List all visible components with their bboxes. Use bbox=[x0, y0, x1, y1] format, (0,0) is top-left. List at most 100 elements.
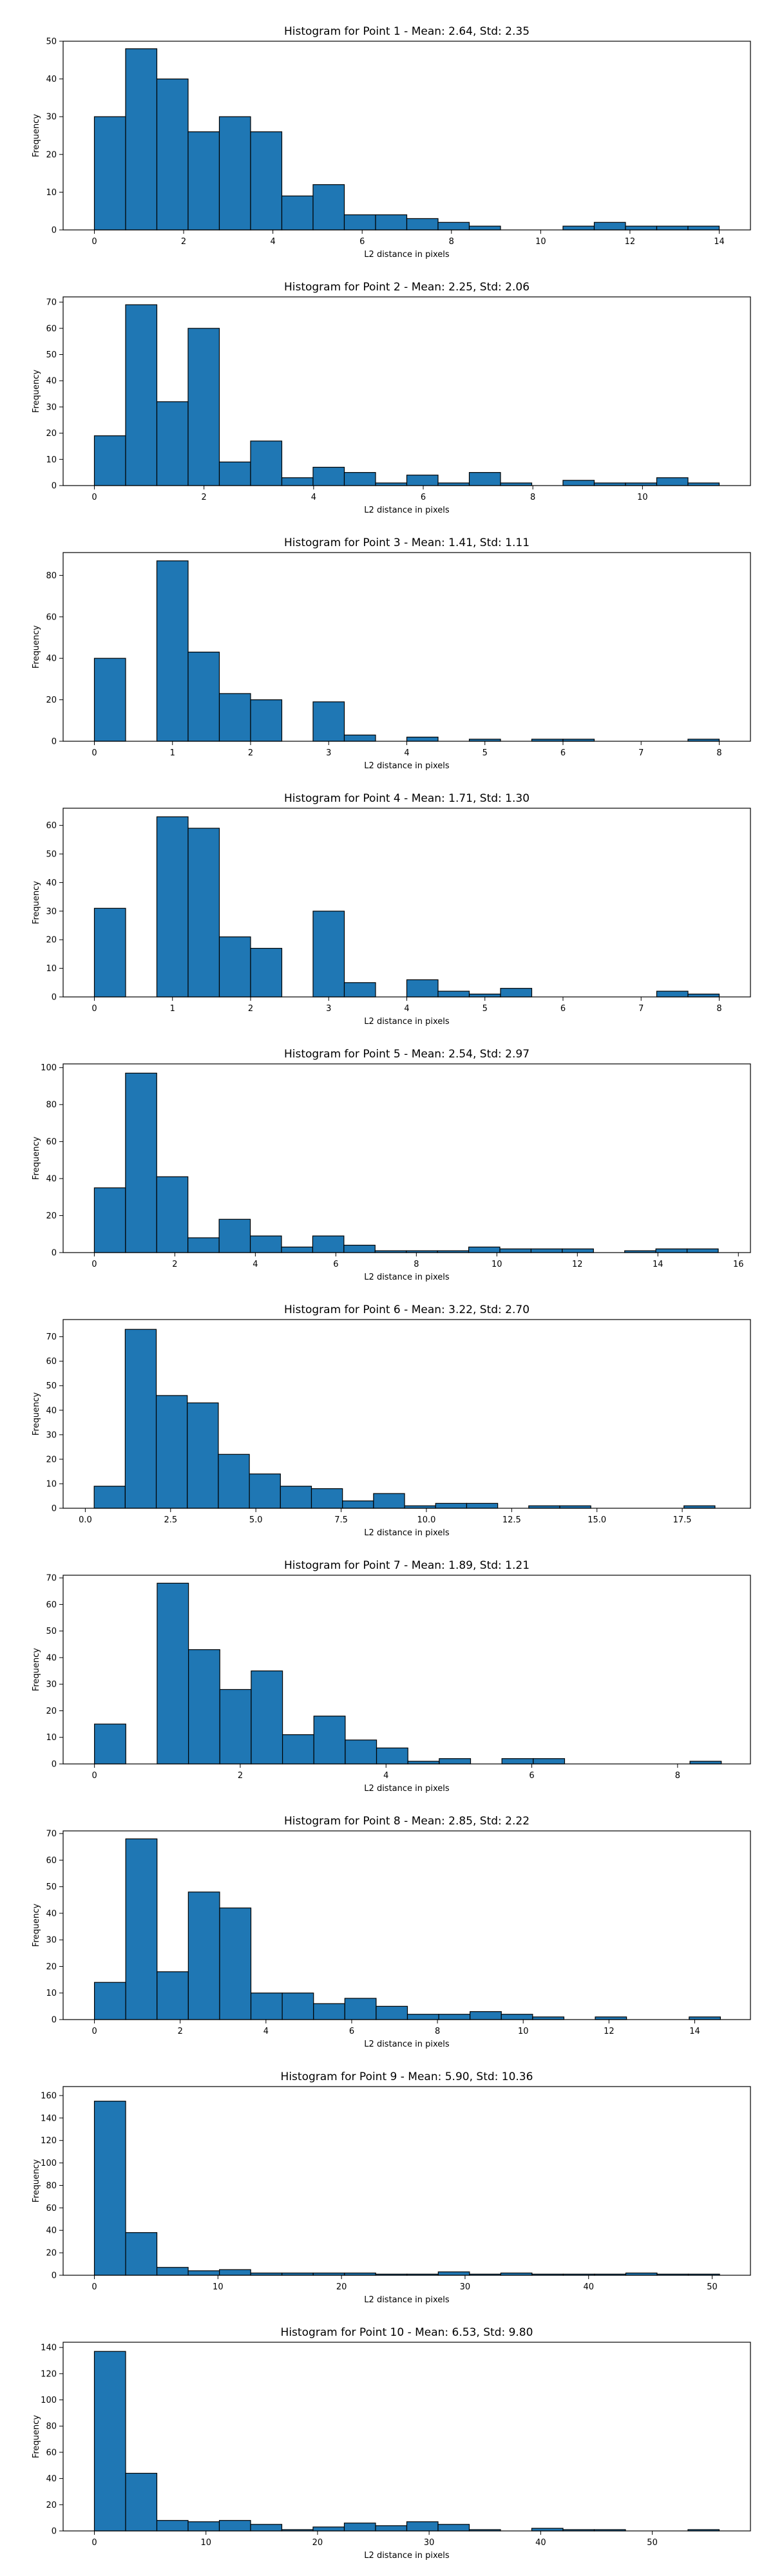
histogram-bar bbox=[532, 2016, 565, 2020]
histogram-bar bbox=[375, 2525, 408, 2532]
y-tick-label: 0 bbox=[52, 1249, 57, 1258]
histogram-bar bbox=[125, 2472, 158, 2532]
x-axis-label: L2 distance in pixels bbox=[364, 2551, 450, 2561]
histogram-bar bbox=[187, 1891, 220, 2020]
x-tick-label: 4 bbox=[383, 1771, 388, 1781]
histogram-bar bbox=[468, 225, 501, 231]
y-tick-label: 40 bbox=[46, 1406, 57, 1416]
x-axis-label: L2 distance in pixels bbox=[364, 1784, 450, 1794]
histogram-bar bbox=[438, 2014, 471, 2020]
histogram-bar bbox=[188, 1649, 220, 1765]
y-tick-label: 100 bbox=[41, 1063, 57, 1073]
y-tick-label: 60 bbox=[46, 2448, 57, 2458]
histogram-bar bbox=[281, 195, 314, 231]
y-tick-label: 50 bbox=[46, 1381, 57, 1391]
histogram-bar bbox=[187, 1237, 220, 1253]
histogram-bar bbox=[219, 2269, 251, 2276]
y-axis-ticks: 0 10 20 30 40 50 60 70 bbox=[46, 298, 63, 491]
histogram-bar bbox=[437, 482, 470, 486]
x-tick-label: 0 bbox=[91, 748, 97, 758]
x-axis-label: L2 distance in pixels bbox=[364, 2040, 450, 2049]
histogram-bar bbox=[187, 828, 220, 998]
y-tick-label: 0 bbox=[52, 737, 57, 747]
x-tick-label: 8 bbox=[435, 2027, 440, 2036]
histogram-bar bbox=[312, 184, 345, 231]
y-axis-label: Frequency bbox=[32, 114, 41, 157]
histogram-bar bbox=[125, 1072, 157, 1253]
y-tick-label: 0 bbox=[52, 993, 57, 1003]
x-tick-label: 12.5 bbox=[502, 1515, 521, 1525]
histogram-bar bbox=[93, 658, 126, 742]
y-axis-label: Frequency bbox=[32, 2415, 41, 2458]
x-tick-label: 30 bbox=[460, 2282, 471, 2292]
x-axis-ticks: 0 10 20 30 40 50 bbox=[91, 2275, 718, 2292]
histogram-bar bbox=[625, 482, 658, 486]
x-tick-label: 0 bbox=[91, 2282, 97, 2292]
histogram-bar bbox=[218, 936, 251, 998]
histogram-bar bbox=[93, 1982, 126, 2020]
histogram-bar bbox=[655, 1248, 688, 1253]
x-tick-label: 4 bbox=[404, 1004, 409, 1014]
x-tick-label: 8 bbox=[414, 1260, 419, 1269]
chart-title: Histogram for Point 10 - Mean: 6.53, Std… bbox=[281, 2326, 533, 2339]
x-tick-label: 6 bbox=[421, 493, 426, 502]
y-axis-label: Frequency bbox=[32, 1904, 41, 1947]
plot-frame bbox=[62, 41, 751, 231]
y-tick-label: 10 bbox=[46, 188, 57, 198]
histogram-bar bbox=[249, 1473, 281, 1509]
y-tick-label: 10 bbox=[46, 1479, 57, 1489]
y-axis-ticks: 0 20 40 60 80 100 bbox=[41, 1063, 63, 1258]
y-tick-label: 60 bbox=[46, 1137, 57, 1147]
histogram-bar bbox=[501, 2014, 533, 2020]
x-axis-label: L2 distance in pixels bbox=[364, 250, 450, 260]
y-axis-ticks: 0 10 20 30 40 50 bbox=[46, 37, 63, 236]
histogram-bar bbox=[125, 304, 158, 486]
histogram-bar bbox=[499, 1248, 532, 1253]
histogram-bar bbox=[312, 701, 345, 742]
histogram-bar bbox=[562, 225, 595, 231]
histogram-bar bbox=[437, 990, 470, 998]
histogram-bar bbox=[250, 699, 283, 742]
histogram-bar bbox=[406, 218, 439, 231]
y-tick-label: 20 bbox=[46, 2501, 57, 2510]
x-tick-label: 0 bbox=[91, 2538, 97, 2548]
histogram-bar bbox=[406, 475, 439, 486]
y-tick-label: 0 bbox=[52, 1760, 57, 1770]
x-tick-label: 14 bbox=[653, 1260, 663, 1269]
x-tick-label: 20 bbox=[336, 2282, 347, 2292]
histogram-bar bbox=[93, 435, 126, 486]
x-tick-label: 5.0 bbox=[249, 1515, 263, 1525]
chart-panel-4: Histogram for Point 4 - Mean: 1.71, Std:… bbox=[32, 792, 751, 1027]
x-tick-label: 10 bbox=[491, 1260, 502, 1269]
x-axis-ticks: 0 10 20 30 40 50 bbox=[91, 2531, 658, 2548]
histogram-bar bbox=[439, 1758, 472, 1765]
x-tick-label: 10 bbox=[213, 2282, 224, 2292]
x-tick-label: 1 bbox=[170, 748, 175, 758]
histogram-bar bbox=[93, 116, 126, 231]
histogram-bar bbox=[156, 2267, 189, 2276]
y-tick-label: 40 bbox=[46, 2474, 57, 2484]
histogram-bar bbox=[156, 560, 189, 742]
chart-title: Histogram for Point 1 - Mean: 2.64, Std:… bbox=[284, 25, 530, 38]
y-tick-label: 50 bbox=[46, 350, 57, 360]
x-tick-label: 8 bbox=[716, 1004, 721, 1014]
bars bbox=[93, 560, 720, 742]
bars bbox=[93, 1838, 721, 2020]
histogram-bar bbox=[93, 1486, 126, 1509]
histogram-bar bbox=[437, 2271, 470, 2276]
histogram-bar bbox=[156, 78, 189, 231]
x-axis-label: L2 distance in pixels bbox=[364, 1528, 450, 1538]
histogram-bar bbox=[156, 401, 189, 486]
x-tick-label: 7.5 bbox=[334, 1515, 348, 1525]
histogram-bar bbox=[93, 2101, 126, 2276]
histogram-bar bbox=[93, 1187, 126, 1253]
histogram-bar bbox=[156, 2520, 189, 2532]
histogram-bar bbox=[344, 1998, 377, 2020]
y-axis-ticks: 0 10 20 30 40 50 60 70 bbox=[46, 1332, 63, 1514]
bars bbox=[93, 1072, 719, 1253]
chart-title: Histogram for Point 3 - Mean: 1.41, Std:… bbox=[284, 536, 530, 549]
histogram-bar bbox=[187, 328, 220, 486]
plot-frame bbox=[62, 1063, 751, 1253]
histogram-bar bbox=[373, 1493, 405, 1509]
